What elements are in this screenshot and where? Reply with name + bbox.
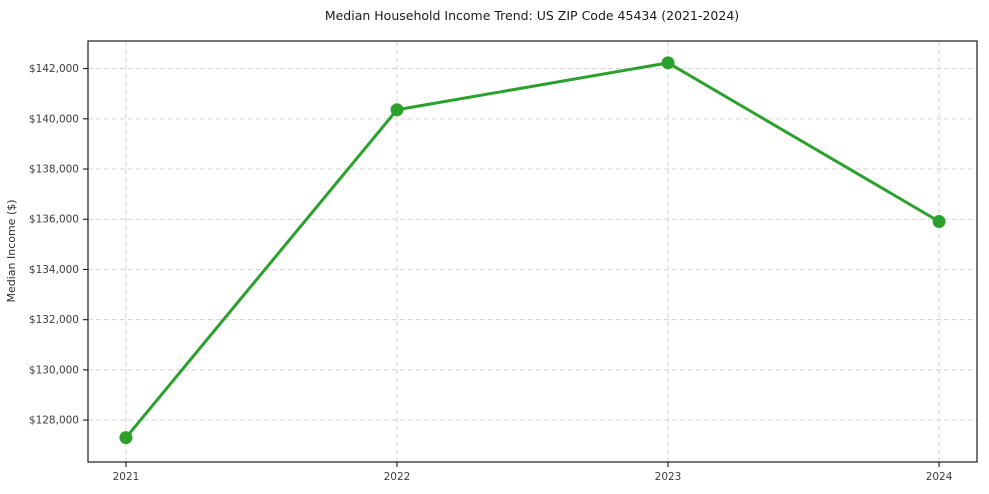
x-tick-label: 2023 — [655, 471, 682, 483]
gridlines-layer — [88, 41, 977, 462]
y-tick-label: $134,000 — [29, 264, 79, 276]
ticks-layer: $128,000 $130,000 $132,000 $134,000 $136,000… — [29, 63, 953, 483]
y-tick-label: $130,000 — [29, 364, 79, 376]
data-point-2022 — [390, 103, 404, 117]
y-tick-label: $138,000 — [29, 164, 79, 176]
y-tick-label: $132,000 — [29, 314, 79, 326]
y-tick-label: $142,000 — [29, 63, 79, 75]
data-point-2024 — [932, 215, 946, 229]
y-tick-label: $136,000 — [29, 214, 79, 226]
x-tick-label: 2024 — [926, 471, 953, 483]
income-trend-line — [124, 61, 941, 440]
x-tick-label: 2021 — [113, 471, 140, 483]
x-tick-label: 2022 — [384, 471, 411, 483]
chart-title: Median Household Income Trend: US ZIP Co… — [325, 8, 739, 23]
data-point-2023 — [661, 56, 675, 70]
y-axis-label: Median Income ($) — [5, 199, 18, 302]
y-tick-label: $140,000 — [29, 113, 79, 125]
series-layer — [119, 56, 946, 445]
y-tick-label: $128,000 — [29, 415, 79, 427]
data-point-2021 — [119, 431, 133, 445]
plot-area — [87, 40, 978, 463]
